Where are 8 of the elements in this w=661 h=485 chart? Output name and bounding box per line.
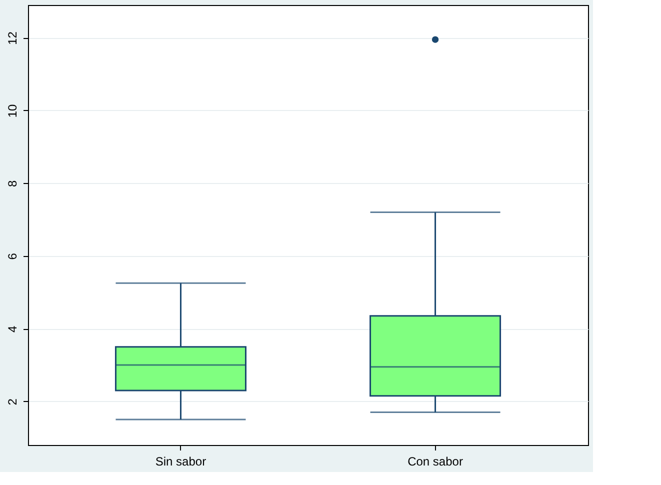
y-tick-label: 10	[6, 104, 20, 118]
y-tick-label: 12	[6, 31, 20, 45]
x-tick-label: Con sabor	[408, 454, 463, 468]
y-tick-label: 8	[6, 180, 20, 188]
x-tick-label: Sin sabor	[155, 454, 206, 468]
y-tick-label: 2	[6, 398, 20, 406]
y-tick-label: 4	[6, 325, 20, 332]
y-tick-label: 6	[6, 252, 20, 260]
